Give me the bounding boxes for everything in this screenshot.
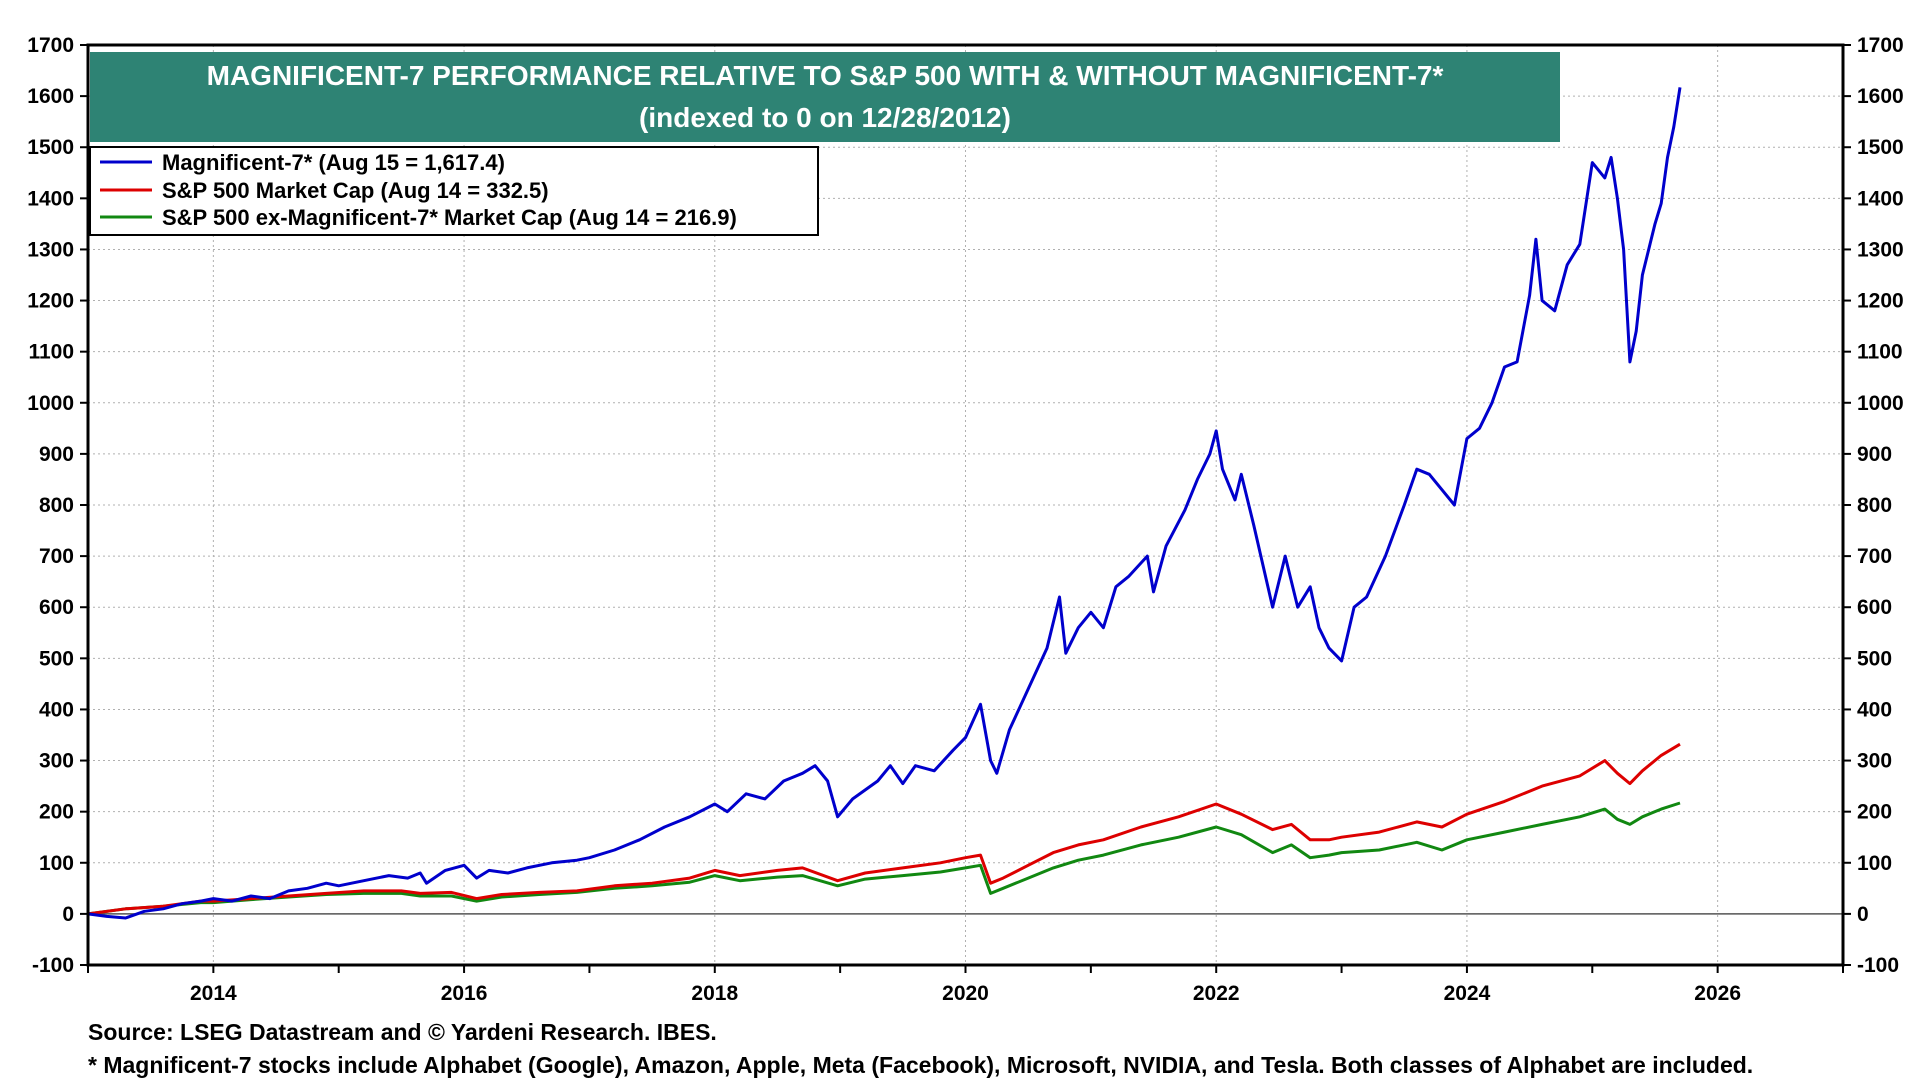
y-tick-label-right: 500: [1857, 647, 1892, 670]
y-axis-left-ticks: -100 0 100 200 300 400 500 600 700 800 900 1000 1100…: [27, 34, 88, 977]
legend-label-magnificent-7: Magnificent-7* (Aug 15 = 1,617.4): [162, 150, 505, 175]
x-tick-label: 2020: [942, 982, 989, 1005]
chart-title: MAGNIFICENT-7 PERFORMANCE RELATIVE TO S&…: [207, 60, 1444, 91]
title-box: MAGNIFICENT-7 PERFORMANCE RELATIVE TO S&…: [90, 52, 1560, 142]
y-tick-label-left: 600: [39, 596, 74, 619]
y-tick-label-right: 400: [1857, 698, 1892, 721]
y-tick-label-right: 1300: [1857, 238, 1904, 261]
y-tick-label-left: 1700: [27, 34, 74, 57]
y-tick-label-right: -100: [1857, 954, 1899, 977]
y-tick-label-left: 800: [39, 494, 74, 517]
chart-subtitle: (indexed to 0 on 12/28/2012): [639, 102, 1011, 133]
series-line-magnificent-7: [87, 87, 1682, 920]
y-tick-label-right: 600: [1857, 596, 1892, 619]
y-tick-label-left: 1000: [27, 392, 74, 415]
series-line-sp500: [87, 742, 1681, 916]
y-tick-label-left: 900: [39, 443, 74, 466]
y-tick-label-left: 400: [39, 698, 74, 721]
footnote: * Magnificent-7 stocks include Alphabet …: [88, 1052, 1753, 1078]
series-line-sp500-ex-mag7: [87, 801, 1681, 916]
legend-label-sp500: S&P 500 Market Cap (Aug 14 = 332.5): [162, 178, 549, 203]
y-tick-label-right: 1200: [1857, 290, 1904, 313]
y-tick-label-right: 100: [1857, 852, 1892, 875]
source-note: Source: LSEG Datastream and © Yardeni Re…: [88, 1019, 717, 1045]
x-tick-label: 2016: [441, 982, 488, 1005]
y-tick-label-left: -100: [32, 954, 74, 977]
y-tick-label-right: 700: [1857, 545, 1892, 568]
x-tick-label: 2018: [691, 982, 738, 1005]
y-tick-label-right: 1500: [1857, 136, 1904, 159]
y-tick-label-right: 300: [1857, 750, 1892, 773]
x-tick-label: 2014: [190, 982, 237, 1005]
series-lines: [87, 87, 1682, 920]
y-tick-label-right: 800: [1857, 494, 1892, 517]
legend-label-sp500-ex-mag7: S&P 500 ex-Magnificent-7* Market Cap (Au…: [162, 205, 737, 230]
y-tick-label-left: 500: [39, 647, 74, 670]
y-tick-label-right: 900: [1857, 443, 1892, 466]
x-tick-label: 2026: [1694, 982, 1741, 1005]
y-tick-label-left: 100: [39, 852, 74, 875]
y-tick-label-left: 1300: [27, 238, 74, 261]
title-background: [90, 52, 1560, 142]
x-tick-label: 2022: [1193, 982, 1240, 1005]
y-tick-label-right: 1600: [1857, 85, 1904, 108]
y-tick-label-right: 1000: [1857, 392, 1904, 415]
grid-lines: [88, 44, 1843, 966]
y-axis-right-ticks: -100 0 100 200 300 400 500 600 700 800 900 1000 1100…: [1843, 34, 1904, 977]
x-tick-label: 2024: [1444, 982, 1491, 1005]
y-tick-label-left: 700: [39, 545, 74, 568]
y-tick-label-left: 0: [62, 903, 74, 926]
y-tick-label-right: 1700: [1857, 34, 1904, 57]
y-tick-label-right: 1400: [1857, 187, 1904, 210]
y-tick-label-right: 200: [1857, 801, 1892, 824]
y-tick-label-right: 0: [1857, 903, 1869, 926]
y-tick-label-left: 1100: [28, 341, 74, 364]
legend-box: [89, 146, 819, 236]
y-tick-label-left: 1600: [27, 85, 74, 108]
y-tick-label-left: 200: [39, 801, 74, 824]
y-tick-label-left: 1400: [27, 187, 74, 210]
legend: Magnificent-7* (Aug 15 = 1,617.4) S&P 50…: [89, 146, 819, 236]
y-tick-label-right: 1100: [1857, 341, 1903, 364]
x-axis-ticks: 2014 2016 2018 2020 2022 2024 2026: [87, 965, 1844, 1005]
y-tick-label-left: 1200: [27, 290, 74, 313]
y-tick-label-left: 300: [39, 750, 74, 773]
y-tick-label-left: 1500: [27, 136, 74, 159]
